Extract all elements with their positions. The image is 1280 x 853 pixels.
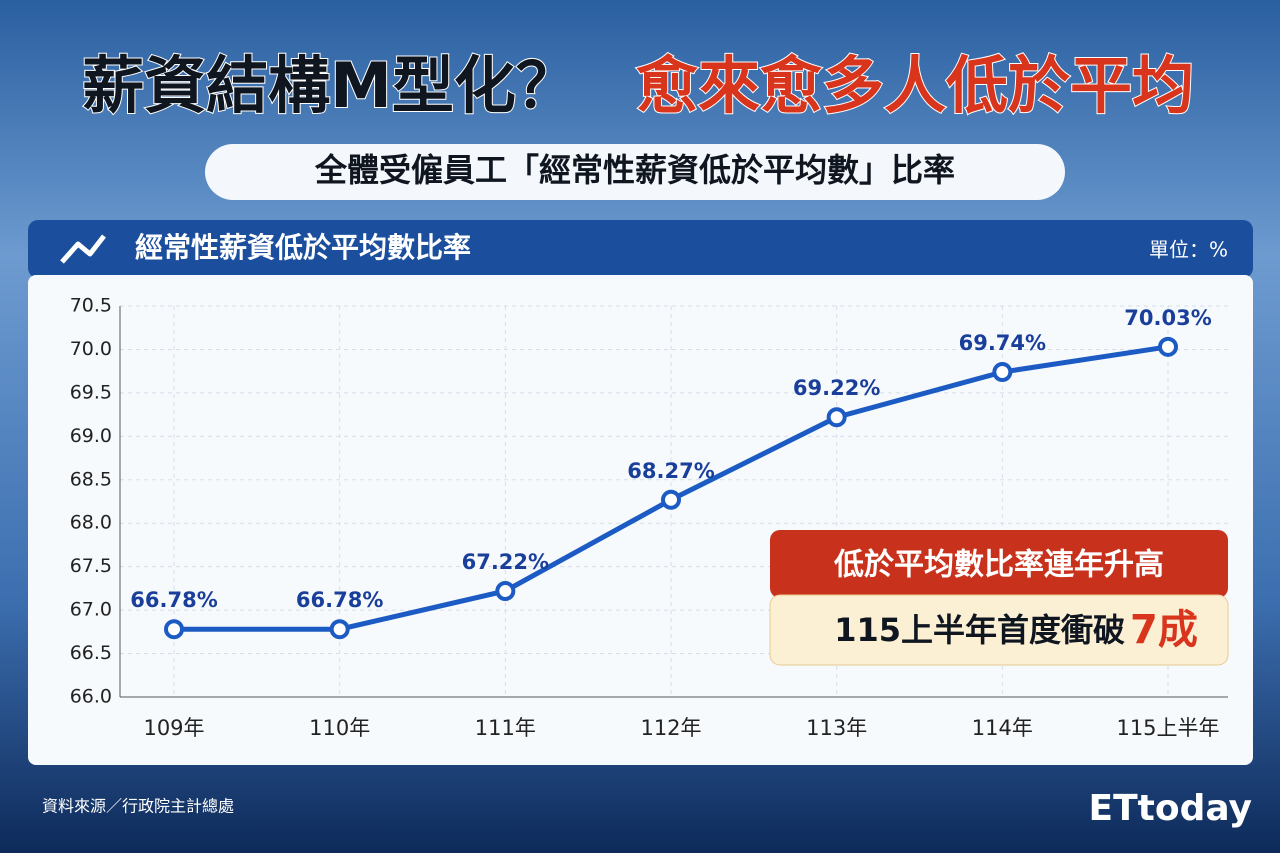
point xyxy=(164,619,184,640)
value-label: 67.22% xyxy=(462,550,549,574)
subtitle: 全體受僱員工「經常性薪資低於平均數」比率 xyxy=(314,151,955,189)
logo: ETtoday xyxy=(1088,788,1252,829)
x-tick-label: 109年 xyxy=(143,716,204,740)
y-tick-label: 66.0 xyxy=(70,686,112,708)
point xyxy=(495,580,516,601)
x-tick-label: 110年 xyxy=(309,716,370,740)
point xyxy=(992,362,1013,383)
y-tick-label: 70.0 xyxy=(70,338,112,360)
y-tick-label: 69.5 xyxy=(70,381,112,403)
title-part1: 薪資結構M型化？ xyxy=(82,49,578,122)
value-label: 66.78% xyxy=(130,588,217,612)
point xyxy=(661,489,681,510)
callout-highlight: 7成 xyxy=(1130,607,1198,653)
y-tick-label: 68.0 xyxy=(70,512,112,534)
panel-icon xyxy=(60,234,106,264)
y-tick-label: 66.5 xyxy=(70,642,112,664)
point xyxy=(826,407,847,428)
x-tick-label: 112年 xyxy=(640,716,701,740)
subtitle-box xyxy=(205,144,1065,200)
panel-title: 經常性薪資低於平均數比率 xyxy=(135,231,471,264)
panel xyxy=(28,275,1253,765)
source: 資料來源／行政院主計總處 xyxy=(42,797,234,816)
value-label: 70.03% xyxy=(1124,306,1211,330)
y-tick-label: 67.0 xyxy=(70,599,112,621)
callout-line1: 低於平均數比率連年升高 xyxy=(833,548,1164,583)
y-tick-label: 69.0 xyxy=(70,425,112,447)
value-label: 69.74% xyxy=(959,331,1046,355)
x-tick-label: 113年 xyxy=(806,716,867,740)
value-label: 66.78% xyxy=(296,588,383,612)
y-tick-label: 67.5 xyxy=(70,555,112,577)
y-tick-label: 68.5 xyxy=(70,468,112,490)
title-part2: 愈來愈多人低於平均 xyxy=(636,49,1194,122)
callout-top xyxy=(770,530,1228,598)
point xyxy=(1158,336,1178,357)
point xyxy=(329,619,350,640)
y-tick-label: 70.5 xyxy=(70,295,112,317)
callout-line2: 115上半年首度衝破 xyxy=(834,611,1125,649)
x-tick-label: 114年 xyxy=(972,716,1033,740)
x-tick-label: 115上半年 xyxy=(1116,716,1219,740)
value-label: 68.27% xyxy=(627,459,714,483)
x-tick-label: 111年 xyxy=(475,716,536,740)
unit: 單位：% xyxy=(1149,238,1228,262)
callout-bottom xyxy=(769,594,1229,666)
value-label: 69.22% xyxy=(793,376,880,400)
panel-header xyxy=(28,220,1253,278)
